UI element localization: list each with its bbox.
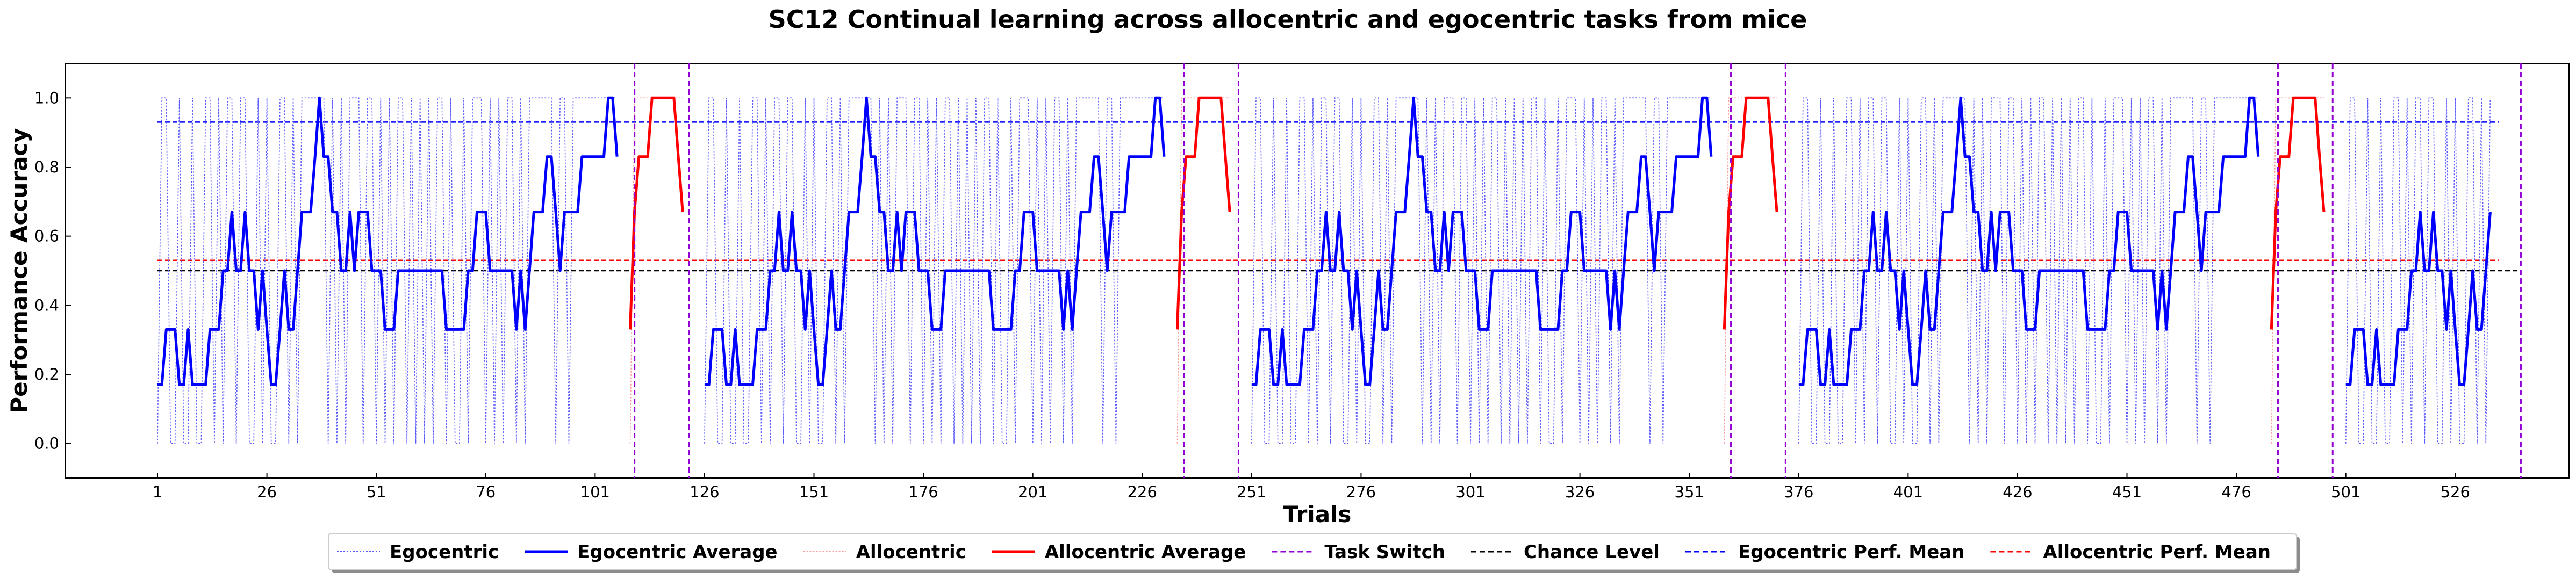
egocentric-average-line-4	[1798, 96, 2260, 386]
egocentric-trials-line-4	[1798, 97, 2258, 444]
x-tick-label: 301	[1455, 483, 1485, 501]
egocentric-trials-line-1	[157, 97, 618, 444]
y-tick-label: 0.6	[34, 227, 59, 245]
x-tick-label: 501	[2331, 483, 2360, 501]
legend-label-allocentric: Allocentric	[856, 541, 966, 563]
y-tick-label: 1.0	[34, 89, 59, 107]
y-tick-label: 0.8	[34, 158, 59, 176]
x-tick-label: 226	[1128, 483, 1157, 501]
legend: Egocentric Egocentric Average Allocentric A…	[328, 533, 2300, 573]
egocentric-trials-line-5	[2345, 97, 2491, 444]
x-tick-label: 201	[1018, 483, 1047, 501]
x-tick-label: 126	[690, 483, 719, 501]
y-tick-label: 0.2	[34, 365, 59, 383]
allocentric-average-line-2	[1175, 96, 1231, 330]
egocentric-average-line-2	[704, 96, 1166, 386]
egocentric-average-line-5	[2345, 211, 2492, 386]
legend-label-chance-level: Chance Level	[1524, 541, 1660, 563]
egocentric-trials-line-2	[704, 97, 1164, 444]
y-tick-label: 0.0	[34, 435, 59, 453]
x-axis-label: Trials	[1283, 501, 1352, 527]
y-tick-label: 0.4	[34, 296, 59, 314]
legend-label-allocentric-perf-mean: Allocentric Perf. Mean	[2043, 541, 2271, 563]
legend-label-task-switch: Task Switch	[1324, 541, 1445, 563]
x-tick-label: 101	[580, 483, 610, 501]
x-tick-label: 401	[1893, 483, 1923, 501]
x-tick-label: 51	[367, 483, 386, 501]
x-tick-label: 451	[2112, 483, 2142, 501]
legend-box	[328, 533, 2297, 570]
egocentric-average-line-1	[157, 96, 619, 386]
x-tick-label: 326	[1565, 483, 1595, 501]
allocentric-average-line-1	[629, 96, 684, 330]
legend-label-egocentric: Egocentric	[390, 541, 499, 563]
allocentric-average-line-3	[1723, 96, 1778, 330]
x-tick-label: 276	[1346, 483, 1376, 501]
legend-label-egocentric-perf-mean: Egocentric Perf. Mean	[1738, 541, 1964, 563]
chart-title: SC12 Continual learning across allocentr…	[769, 5, 1807, 34]
x-tick-label: 376	[1784, 483, 1813, 501]
x-tick-label: 526	[2441, 483, 2470, 501]
egocentric-trials-line-3	[1251, 97, 1711, 444]
x-tick-label: 251	[1237, 483, 1266, 501]
x-tick-label: 76	[476, 483, 496, 501]
x-tick-label: 351	[1675, 483, 1704, 501]
legend-label-allocentric-average: Allocentric Average	[1045, 541, 1246, 563]
x-tick-label: 1	[153, 483, 162, 501]
x-tick-label: 26	[257, 483, 277, 501]
plot-area: 0.00.20.40.60.81.01 26 51 76 101 126 151 176 201…	[34, 63, 2570, 501]
legend-label-egocentric-average: Egocentric Average	[577, 541, 777, 563]
x-tick-label: 476	[2221, 483, 2251, 501]
egocentric-average-line-3	[1251, 96, 1713, 386]
x-tick-label: 426	[2003, 483, 2032, 501]
x-tick-label: 151	[799, 483, 829, 501]
x-tick-label: 176	[908, 483, 938, 501]
y-axis-label: Performance Accuracy	[6, 128, 32, 413]
allocentric-average-line-4	[2270, 96, 2326, 330]
plot-frame	[65, 63, 2570, 479]
